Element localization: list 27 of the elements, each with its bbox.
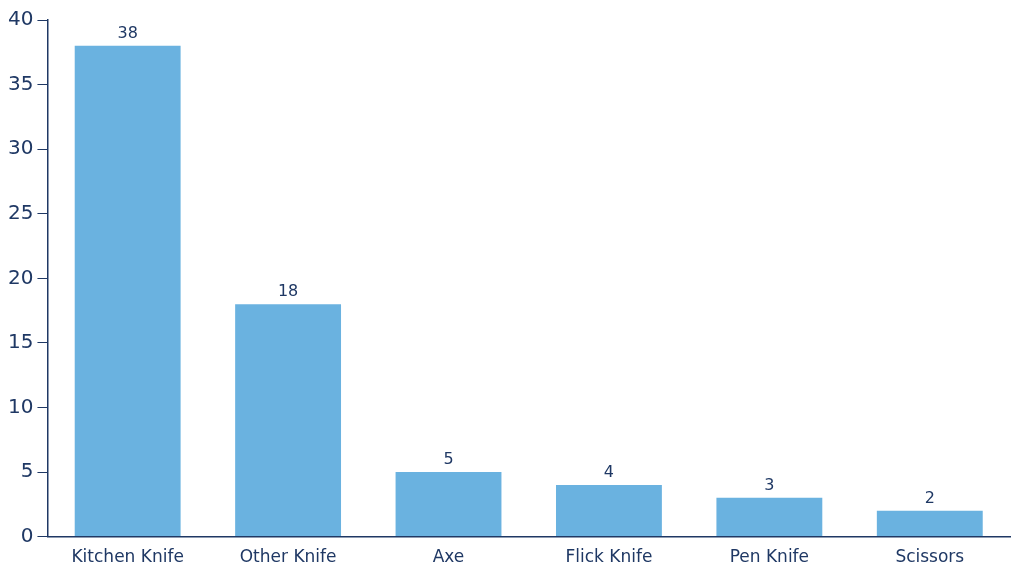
data-label: 4 [603,462,615,482]
data-label: 3 [764,475,775,495]
y-tick-label: 5 [20,458,34,483]
y-tick-label: 15 [8,329,34,354]
x-tick-label: Scissors [895,546,965,567]
x-tick-label: Kitchen Knife [71,546,184,567]
bar [556,484,662,537]
bar [235,304,342,537]
y-tick-label: 0 [20,522,34,547]
data-label: 5 [443,449,454,469]
y-tick-label: 35 [8,70,34,95]
y-tick-label: 30 [8,135,34,160]
data-label: 2 [924,487,935,507]
bar [716,497,823,537]
x-tick-label: Pen Knife [729,546,810,567]
data-label: 38 [117,22,138,42]
bar [74,45,181,537]
y-tick-label: 20 [8,264,34,289]
bar [876,510,983,537]
y-tick-label: 40 [8,6,34,31]
x-tick-label: Flick Knife [565,546,653,567]
y-tick-label: 10 [8,393,34,418]
bar [395,472,502,537]
data-label: 18 [277,281,299,301]
y-tick-label: 25 [8,199,34,224]
x-tick-label: Axe [432,546,465,567]
x-tick-label: Other Knife [239,546,337,567]
